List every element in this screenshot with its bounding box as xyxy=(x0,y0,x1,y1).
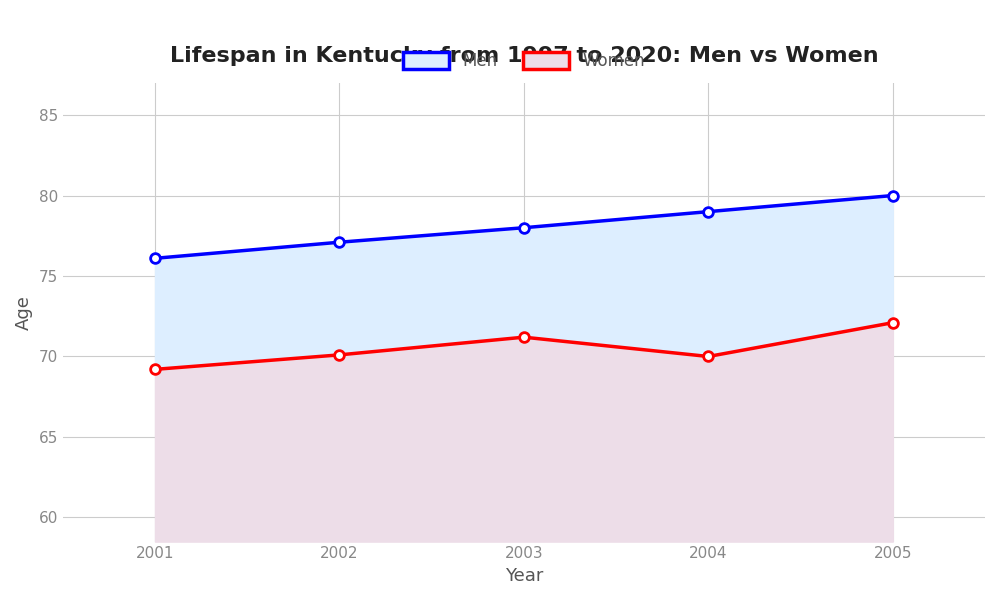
Title: Lifespan in Kentucky from 1997 to 2020: Men vs Women: Lifespan in Kentucky from 1997 to 2020: … xyxy=(170,46,878,66)
Y-axis label: Age: Age xyxy=(15,295,33,329)
Legend: Men, Women: Men, Women xyxy=(396,46,652,77)
X-axis label: Year: Year xyxy=(505,567,543,585)
